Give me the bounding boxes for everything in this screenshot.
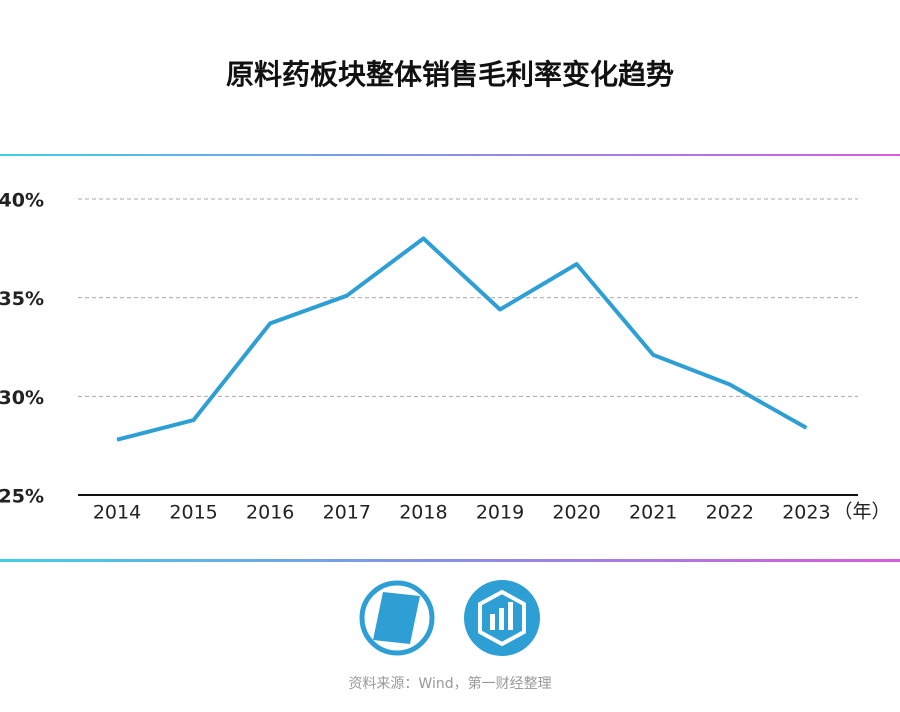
data-line <box>116 236 808 442</box>
y-tick-label: 25% <box>0 486 44 508</box>
plot-area: 25% 30% 35% 40% 2014 2015 2016 2017 2018 2019 2020… <box>0 190 858 524</box>
y-tick-label: 35% <box>0 288 44 310</box>
x-tick-label: 2021 <box>629 502 677 524</box>
x-tick-label: 2019 <box>476 502 524 524</box>
logo <box>359 580 435 656</box>
logo <box>464 580 540 656</box>
x-tick-label: 2022 <box>706 502 754 524</box>
divider <box>0 559 900 562</box>
chart-title: 原料药板块整体销售毛利率变化趋势 <box>226 58 674 91</box>
x-tick-label: 2020 <box>552 502 600 524</box>
y-tick-label: 30% <box>0 387 44 409</box>
x-tick-label: 2023 <box>782 502 830 524</box>
x-tick-label: 2015 <box>169 502 217 524</box>
divider <box>0 154 900 156</box>
y-tick-label: 40% <box>0 190 44 212</box>
x-tick-label: 2018 <box>399 502 447 524</box>
source-note: 资料来源：Wind，第一财经整理 <box>348 675 551 692</box>
x-axis-label: （年） <box>833 501 890 523</box>
x-tick-label: 2017 <box>323 502 371 524</box>
x-tick-label: 2016 <box>246 502 294 524</box>
x-tick-label: 2014 <box>93 502 141 524</box>
